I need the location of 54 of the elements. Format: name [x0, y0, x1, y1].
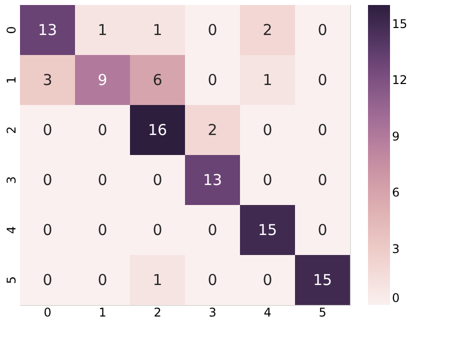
data-label: 0: [98, 221, 108, 239]
data-label: 0: [42, 121, 52, 139]
data-label: 3: [42, 71, 52, 89]
y-tick-label: 5: [4, 276, 18, 284]
data-label: 0: [318, 221, 328, 239]
y-tick-label: 0: [4, 26, 18, 34]
data-label: 0: [208, 221, 218, 239]
data-label: 15: [258, 221, 278, 239]
x-tick-label: 0: [44, 306, 52, 320]
data-label: 0: [42, 271, 52, 289]
data-label: 1: [262, 71, 272, 89]
data-label: 0: [98, 121, 108, 139]
x-tick-label: 5: [318, 306, 326, 320]
data-label: 0: [262, 271, 272, 289]
data-label: 2: [262, 21, 272, 39]
data-label: 0: [318, 71, 328, 89]
y-tick-label: 3: [4, 176, 18, 184]
data-label: 1: [98, 21, 108, 39]
data-label: 1: [152, 271, 162, 289]
data-label: 13: [202, 171, 222, 189]
color-bar-label: 12: [392, 73, 408, 87]
x-tick-label: 2: [154, 306, 162, 320]
data-label: 15: [312, 271, 332, 289]
data-label: 0: [42, 221, 52, 239]
data-label: 0: [208, 271, 218, 289]
data-label: 2: [208, 121, 218, 139]
x-tick-label: 1: [98, 306, 106, 320]
data-label: 0: [318, 121, 328, 139]
y-tick-label: 1: [4, 76, 18, 84]
data-label: 0: [208, 71, 218, 89]
data-label: 0: [42, 171, 52, 189]
data-label: 0: [262, 171, 272, 189]
data-label: 16: [148, 121, 168, 139]
x-tick-label: 3: [208, 306, 216, 320]
data-label: 0: [152, 221, 162, 239]
x-tick-label: 4: [264, 306, 272, 320]
data-label: 6: [152, 71, 162, 89]
data-label: 0: [318, 21, 328, 39]
color-bar-label: 0: [392, 291, 400, 305]
data-label: 0: [208, 21, 218, 39]
data-label: 1: [152, 21, 162, 39]
y-tick-label: 4: [4, 226, 18, 234]
y-tick-label: 2: [4, 126, 18, 134]
color-bar-label: 9: [392, 129, 400, 144]
data-label: 0: [152, 171, 162, 189]
color-bar-label: 3: [392, 242, 400, 256]
data-label: 13: [38, 21, 58, 39]
data-label: 0: [262, 121, 272, 139]
data-label: 0: [98, 171, 108, 189]
color-bar-label: 6: [392, 186, 400, 200]
color-bar-label: 15: [392, 16, 408, 31]
data-label: 0: [98, 271, 108, 289]
data-label: 9: [98, 71, 108, 89]
data-label: 0: [318, 171, 328, 189]
